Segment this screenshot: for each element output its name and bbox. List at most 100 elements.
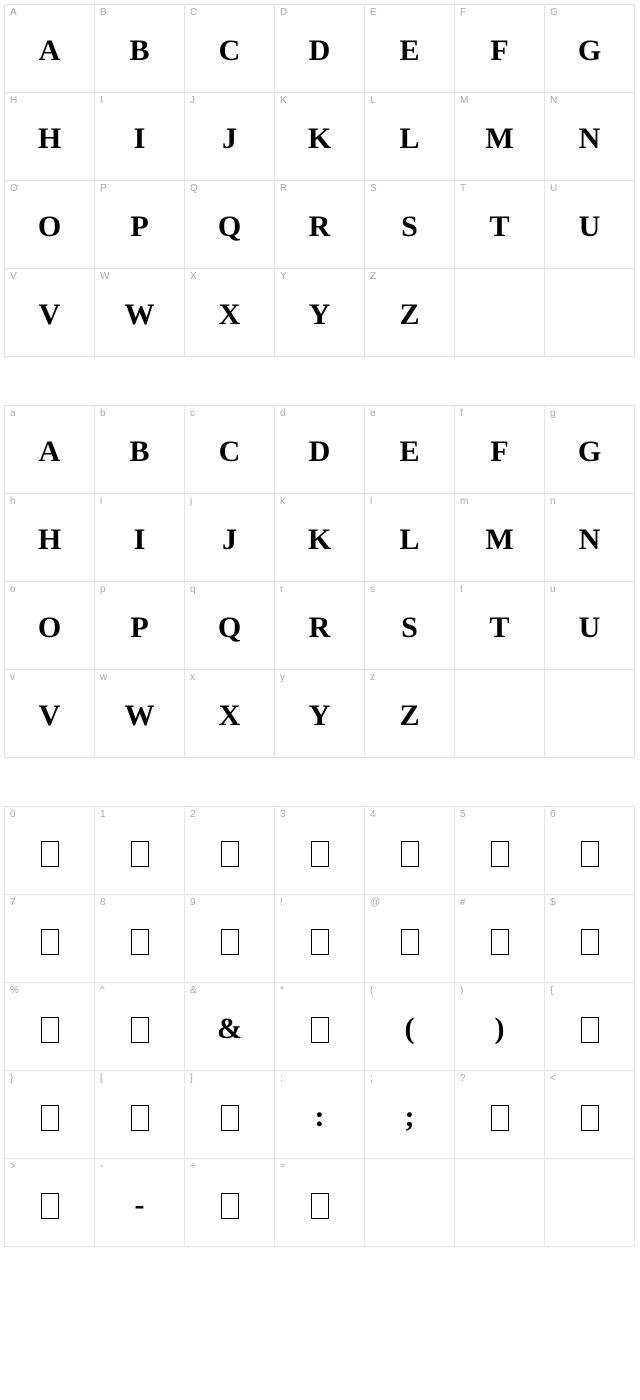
charmap-cell-glyph: R [309,212,331,242]
charmap-cell-glyph: M [485,525,513,555]
charmap-cell[interactable]: JJ [185,93,275,181]
charmap-cell-glyph: P [130,212,148,242]
charmap-cell[interactable]: qQ [185,582,275,670]
charmap-cell[interactable]: ZZ [365,269,455,357]
charmap-cell[interactable]: XX [185,269,275,357]
charmap-cell[interactable]: 9 [185,895,275,983]
charmap-cell-label: ! [280,898,283,908]
charmap-cell[interactable]: NN [545,93,635,181]
charmap-section-lowercase: aAbBcCdDeEfFgG hHiIjJkKlLmMnN oOpPqQrRsStT… [4,405,635,758]
charmap-cell-label: 0 [10,810,16,820]
charmap-cell-glyph: C [219,36,241,66]
charmap-cell[interactable]: < [545,1071,635,1159]
charmap-cell[interactable]: 3 [275,807,365,895]
charmap-cell[interactable]: tT [455,582,545,670]
charmap-cell-label: 8 [100,898,106,908]
charmap-cell[interactable]: BB [95,5,185,93]
charmap-cell[interactable]: 0 [5,807,95,895]
charmap-cell[interactable]: jJ [185,494,275,582]
charmap-cell[interactable]: MM [455,93,545,181]
charmap-cell[interactable]: FF [455,5,545,93]
charmap-cell[interactable]: ? [455,1071,545,1159]
charmap-cell[interactable]: QQ [185,181,275,269]
charmap-cell[interactable]: 6 [545,807,635,895]
charmap-cell[interactable]: uU [545,582,635,670]
charmap-cell[interactable]: UU [545,181,635,269]
charmap-cell[interactable]: lL [365,494,455,582]
charmap-cell[interactable]: = [275,1159,365,1247]
charmap-cell[interactable]: aA [5,406,95,494]
charmap-cell[interactable]: [ [95,1071,185,1159]
charmap-cell[interactable]: WW [95,269,185,357]
charmap-cell[interactable]: ;; [365,1071,455,1159]
charmap-cell[interactable]: % [5,983,95,1071]
charmap-cell[interactable]: RR [275,181,365,269]
charmap-cell[interactable]: sS [365,582,455,670]
charmap-cell[interactable]: bB [95,406,185,494]
charmap-cell[interactable]: xX [185,670,275,758]
charmap-cell[interactable]: dD [275,406,365,494]
charmap-cell[interactable]: OO [5,181,95,269]
charmap-cell[interactable]: :: [275,1071,365,1159]
charmap-cell-glyph: Q [218,613,241,643]
charmap-cell[interactable]: TT [455,181,545,269]
charmap-cell[interactable]: ^ [95,983,185,1071]
charmap-cell[interactable]: * [275,983,365,1071]
charmap-cell[interactable]: fF [455,406,545,494]
charmap-cell[interactable]: -- [95,1159,185,1247]
charmap-cell-label: ) [460,986,463,996]
charmap-cell[interactable]: KK [275,93,365,181]
charmap-cell[interactable]: PP [95,181,185,269]
charmap-cell[interactable]: # [455,895,545,983]
charmap-cell[interactable]: zZ [365,670,455,758]
charmap-cell[interactable]: VV [5,269,95,357]
charmap-cell[interactable]: kK [275,494,365,582]
charmap-cell[interactable]: mM [455,494,545,582]
charmap-cell-label: @ [370,898,380,908]
charmap-cell-glyph: L [399,525,419,555]
charmap-cell[interactable]: && [185,983,275,1071]
charmap-cell[interactable]: 7 [5,895,95,983]
charmap-cell[interactable]: cC [185,406,275,494]
charmap-cell[interactable]: 1 [95,807,185,895]
charmap-cell[interactable]: LL [365,93,455,181]
charmap-cell[interactable]: iI [95,494,185,582]
charmap-cell[interactable]: EE [365,5,455,93]
charmap-cell[interactable]: ] [185,1071,275,1159]
charmap-cell[interactable]: hH [5,494,95,582]
charmap-cell[interactable]: 8 [95,895,185,983]
charmap-cell[interactable]: 4 [365,807,455,895]
charmap-cell[interactable]: ! [275,895,365,983]
charmap-cell-label: v [10,673,15,683]
charmap-cell[interactable]: eE [365,406,455,494]
charmap-cell[interactable]: (( [365,983,455,1071]
charmap-cell[interactable]: yY [275,670,365,758]
charmap-cell[interactable]: gG [545,406,635,494]
charmap-cell[interactable]: wW [95,670,185,758]
charmap-cell[interactable]: vV [5,670,95,758]
charmap-cell-glyph: S [401,613,418,643]
charmap-cell[interactable]: + [185,1159,275,1247]
charmap-cell[interactable]: SS [365,181,455,269]
charmap-cell[interactable]: pP [95,582,185,670]
charmap-cell[interactable]: GG [545,5,635,93]
charmap-cell[interactable]: $ [545,895,635,983]
charmap-cell[interactable]: AA [5,5,95,93]
charmap-cell[interactable]: )) [455,983,545,1071]
charmap-cell[interactable]: { [545,983,635,1071]
charmap-cell[interactable]: CC [185,5,275,93]
charmap-cell[interactable]: 2 [185,807,275,895]
charmap-cell[interactable]: rR [275,582,365,670]
charmap-cell[interactable]: } [5,1071,95,1159]
charmap-cell-glyph: X [219,701,241,731]
charmap-cell[interactable]: 5 [455,807,545,895]
charmap-cell[interactable]: II [95,93,185,181]
charmap-cell[interactable]: YY [275,269,365,357]
charmap-cell[interactable]: @ [365,895,455,983]
charmap-cell[interactable]: nN [545,494,635,582]
charmap-cell[interactable]: HH [5,93,95,181]
charmap-cell[interactable]: > [5,1159,95,1247]
charmap-cell-label: G [550,8,558,18]
charmap-cell[interactable]: DD [275,5,365,93]
charmap-cell[interactable]: oO [5,582,95,670]
